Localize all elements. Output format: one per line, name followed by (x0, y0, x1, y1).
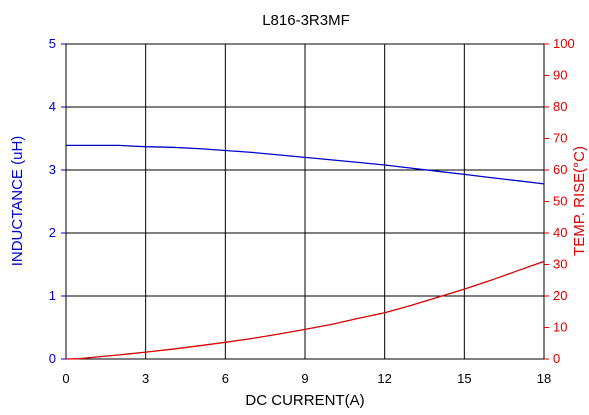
y-left-tick-label: 3 (49, 162, 56, 177)
y-right-tick-label: 100 (553, 36, 575, 51)
inductance-line (66, 144, 545, 185)
y-left-tick-label: 1 (49, 288, 56, 303)
y-right-tick-label: 90 (553, 68, 567, 83)
y-right-tick-label: 80 (553, 99, 567, 114)
temp-rise-line (65, 260, 545, 360)
x-tick-label: 18 (537, 371, 551, 386)
y-right-tick-label: 60 (553, 162, 567, 177)
x-tick-label: 0 (62, 371, 69, 386)
y-right-tick-label: 0 (553, 351, 560, 366)
y-left-axis-label: INDUCTANCE (uH) (9, 136, 26, 267)
y-left-tick-label: 2 (49, 225, 56, 240)
y-left-tick-label: 4 (49, 99, 56, 114)
x-tick-label: 3 (142, 371, 149, 386)
grid (65, 43, 545, 360)
y-right-tick-label: 40 (553, 225, 567, 240)
y-right-tick-label: 50 (553, 194, 567, 209)
y-right-tick-label: 30 (553, 257, 567, 272)
x-tick-label: 9 (301, 371, 308, 386)
y-left-tick-label: 5 (49, 36, 56, 51)
y-right-tick-label: 10 (553, 320, 567, 335)
chart-title: L816-3R3MF (262, 12, 350, 29)
x-axis-label: DC CURRENT(A) (245, 392, 364, 409)
x-tick-label: 12 (377, 371, 391, 386)
y-right-axis-label: TEMP. RISE(°C) (571, 146, 588, 256)
x-tick-label: 15 (457, 371, 471, 386)
y-left-tick-label: 0 (49, 351, 56, 366)
y-right-tick-label: 70 (553, 131, 567, 146)
y-right-tick-label: 20 (553, 288, 567, 303)
series-layer (65, 144, 545, 360)
x-tick-label: 6 (222, 371, 229, 386)
